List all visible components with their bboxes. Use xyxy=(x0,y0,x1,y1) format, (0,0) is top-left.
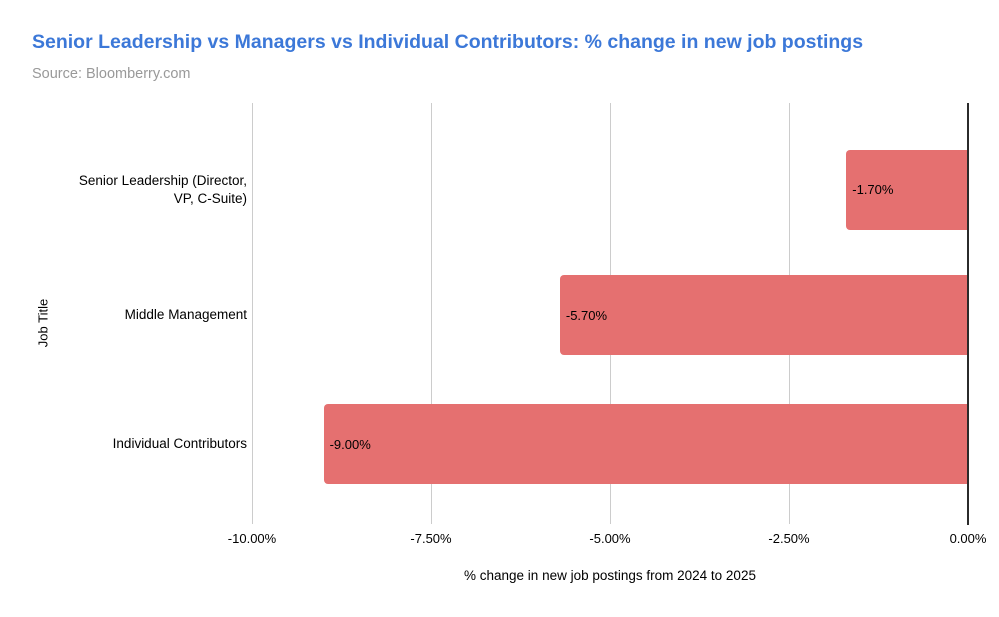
x-tick-label: 0.00% xyxy=(949,531,987,546)
y-category-label: Middle Management xyxy=(124,307,247,323)
x-gridline xyxy=(430,103,432,524)
y-category-label: Senior Leadership (Director, VP, C-Suite… xyxy=(78,172,247,206)
x-gridline xyxy=(251,103,253,524)
x-axis-title: % change in new job postings from 2024 t… xyxy=(464,568,756,583)
plot-area: -1.70% -5.70% -9.00% xyxy=(251,103,969,525)
bar-value-label: -9.00% xyxy=(329,436,371,452)
x-tick-label: -10.00% xyxy=(227,531,277,546)
chart-source: Source: Bloomberry.com xyxy=(32,66,191,82)
chart-title: Senior Leadership vs Managers vs Individ… xyxy=(32,31,864,53)
bar-value-label: -1.70% xyxy=(852,182,894,198)
bar-1: -1.70% xyxy=(846,149,968,230)
x-axis-zero-line xyxy=(967,103,969,525)
x-tick-label: -7.50% xyxy=(410,531,452,546)
bar-2: -5.70% xyxy=(559,275,968,356)
x-tick-label: -2.50% xyxy=(768,531,810,546)
y-axis-title: Job Title xyxy=(35,298,51,348)
x-tick-label: -5.00% xyxy=(589,531,631,546)
bar-3: -9.00% xyxy=(323,404,968,484)
y-category-label: Individual Contributors xyxy=(112,436,247,451)
bar-value-label: -5.70% xyxy=(565,307,608,323)
